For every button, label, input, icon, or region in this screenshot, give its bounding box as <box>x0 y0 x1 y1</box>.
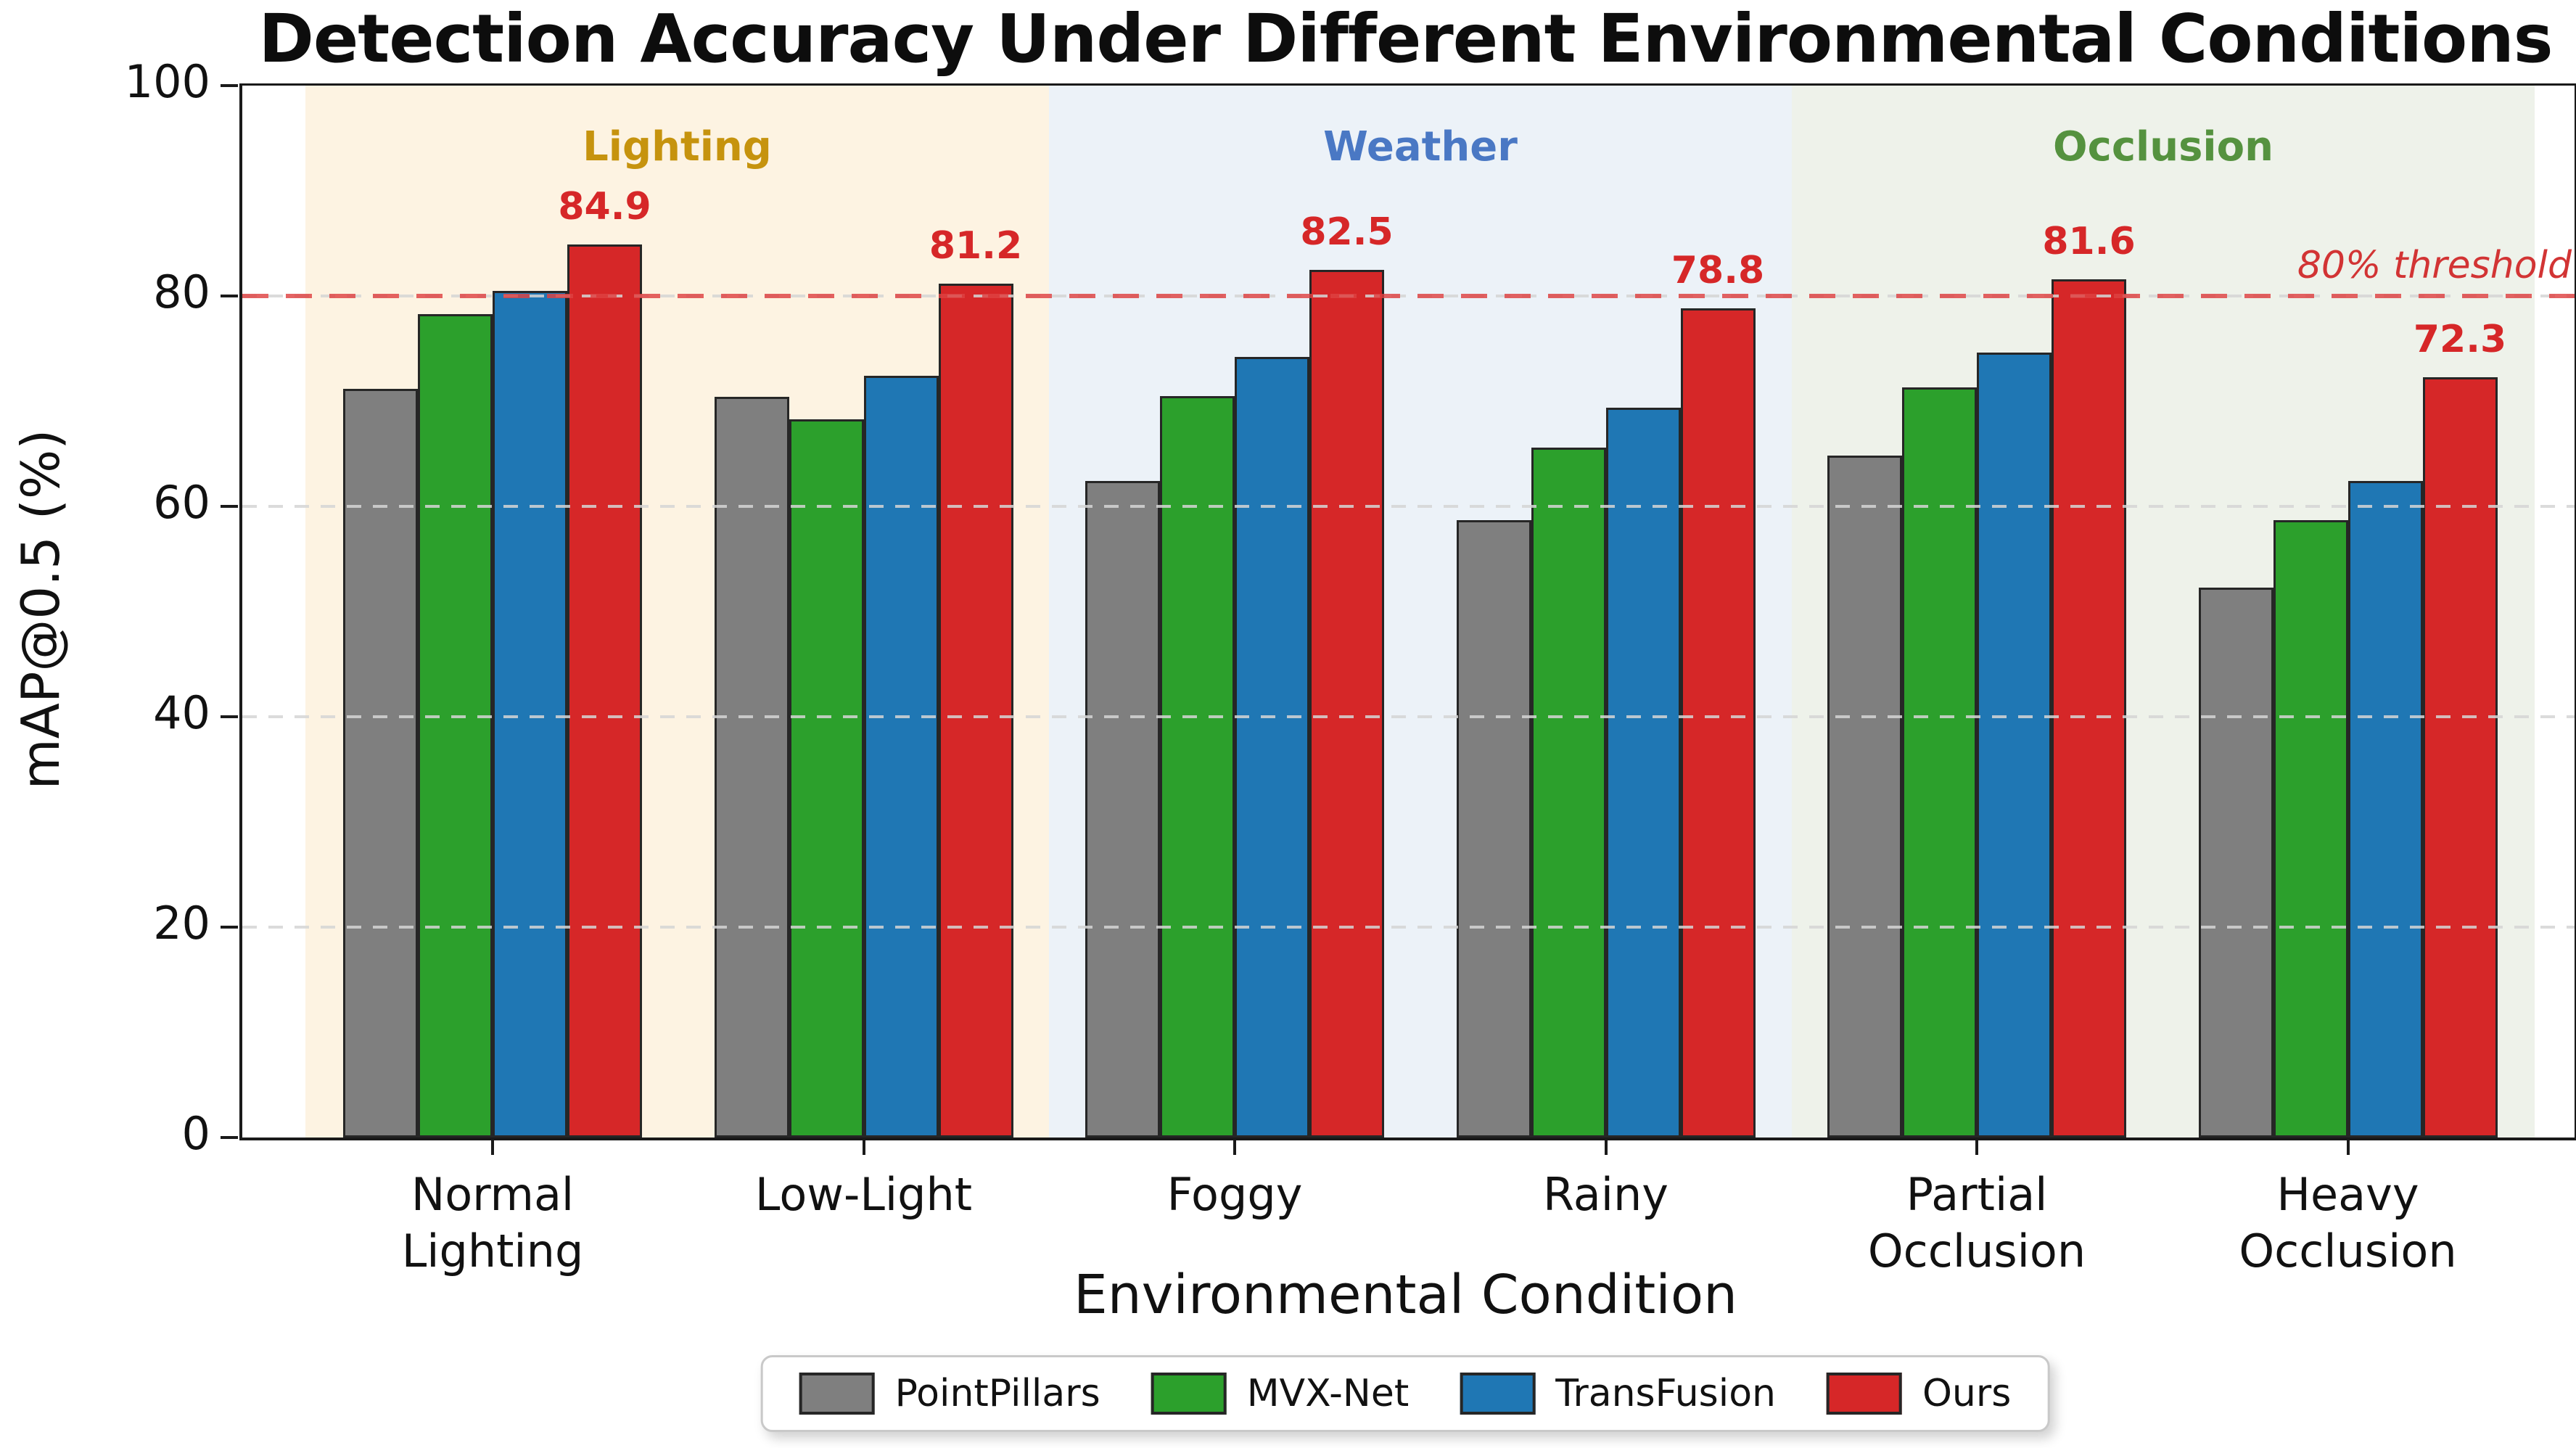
bar-ours-rainy <box>1680 308 1756 1138</box>
legend-item-ours: Ours <box>1826 1372 2012 1415</box>
bar-value-label: 84.9 <box>558 184 651 229</box>
bar-pointpillars-low-light <box>714 397 789 1138</box>
y-axis-label: mAP@0.5 (%) <box>10 429 71 790</box>
gridline-60 <box>242 505 2575 508</box>
x-tick-label: Rainy <box>1543 1168 1668 1221</box>
x-tick-label: Foggy <box>1166 1168 1303 1221</box>
legend-label: MVX-Net <box>1246 1372 1410 1415</box>
bar-transfusion-heavy-occlusion <box>2347 481 2423 1138</box>
bar-pointpillars-partial-occlusion <box>1827 456 1902 1138</box>
x-tick-mark <box>862 1138 865 1155</box>
bar-mvx-net-partial-occlusion <box>1902 387 1977 1138</box>
bar-value-label: 72.3 <box>2413 317 2507 361</box>
x-tick-label: Partial Occlusion <box>1867 1168 2086 1278</box>
section-label-weather: Weather <box>1323 123 1518 170</box>
legend-swatch-pointpillars <box>799 1373 875 1415</box>
bar-transfusion-partial-occlusion <box>1977 353 2052 1138</box>
legend-item-pointpillars: PointPillars <box>799 1372 1100 1415</box>
bar-transfusion-rainy <box>1605 407 1681 1138</box>
legend-swatch-mvx-net <box>1151 1373 1227 1415</box>
x-tick-mark <box>1975 1138 1978 1155</box>
bar-ours-normal-lighting <box>567 244 642 1138</box>
y-tick-mark <box>221 926 238 929</box>
bar-mvx-net-heavy-occlusion <box>2273 519 2348 1138</box>
gridline-40 <box>242 715 2575 718</box>
bar-value-label: 82.5 <box>1300 210 1394 254</box>
y-tick-mark <box>221 715 238 718</box>
y-tick-label: 80 <box>153 266 210 318</box>
y-tick-mark <box>221 1136 238 1139</box>
legend-label: PointPillars <box>894 1372 1100 1415</box>
x-tick-label: Normal Lighting <box>401 1168 584 1278</box>
y-tick-label: 20 <box>153 897 210 950</box>
legend: PointPillars MVX-Net TransFusion Ours <box>760 1355 2050 1432</box>
y-tick-label: 40 <box>153 686 210 739</box>
x-tick-mark <box>1604 1138 1608 1155</box>
y-tick-label: 0 <box>181 1107 210 1160</box>
y-tick-mark <box>221 505 238 508</box>
bar-transfusion-normal-lighting <box>493 290 567 1138</box>
bar-mvx-net-rainy <box>1531 447 1606 1138</box>
bar-ours-foggy <box>1309 269 1384 1138</box>
section-label-lighting: Lighting <box>583 123 772 170</box>
x-tick-mark <box>2346 1138 2350 1155</box>
y-tick-label: 100 <box>124 55 210 108</box>
legend-label: Ours <box>1922 1372 2012 1415</box>
section-label-occlusion: Occlusion <box>2053 123 2273 170</box>
legend-item-mvx-net: MVX-Net <box>1151 1372 1410 1415</box>
threshold-label: 80% threshold <box>2297 244 2572 287</box>
legend-item-transfusion: TransFusion <box>1460 1372 1776 1415</box>
plot-area: 80% threshold Lighting Weather Occlusion 84… <box>125 59 2576 1278</box>
bar-pointpillars-normal-lighting <box>343 388 418 1138</box>
legend-swatch-transfusion <box>1460 1373 1536 1415</box>
bar-mvx-net-normal-lighting <box>418 313 493 1138</box>
x-axis-label: Environmental Condition <box>1073 1264 1738 1326</box>
bar-ours-heavy-occlusion <box>2422 377 2498 1138</box>
threshold-line <box>242 294 2575 298</box>
bar-pointpillars-foggy <box>1085 481 1160 1138</box>
bar-transfusion-low-light <box>863 376 939 1138</box>
x-tick-label: Heavy Occlusion <box>2239 1168 2457 1278</box>
bar-value-label: 81.6 <box>2042 219 2136 263</box>
legend-swatch-ours <box>1826 1373 1902 1415</box>
bar-mvx-net-low-light <box>789 419 864 1138</box>
x-tick-mark <box>1233 1138 1236 1155</box>
bar-value-label: 78.8 <box>1671 249 1765 293</box>
bar-ours-low-light <box>938 283 1013 1138</box>
x-tick-label: Low-Light <box>754 1168 973 1221</box>
bar-pointpillars-heavy-occlusion <box>2198 587 2273 1138</box>
gridline-20 <box>242 926 2575 929</box>
bar-transfusion-foggy <box>1235 357 1309 1138</box>
bar-pointpillars-rainy <box>1456 519 1531 1138</box>
bar-value-label: 81.2 <box>929 223 1023 268</box>
bar-ours-partial-occlusion <box>2052 279 2126 1138</box>
legend-label: TransFusion <box>1555 1372 1776 1415</box>
chart-title: Detection Accuracy Under Different Envir… <box>258 0 2553 78</box>
y-tick-mark <box>221 295 238 297</box>
y-tick-label: 60 <box>153 476 210 529</box>
y-tick-mark <box>221 84 238 87</box>
x-tick-mark <box>491 1138 494 1155</box>
bar-mvx-net-foggy <box>1160 395 1235 1138</box>
